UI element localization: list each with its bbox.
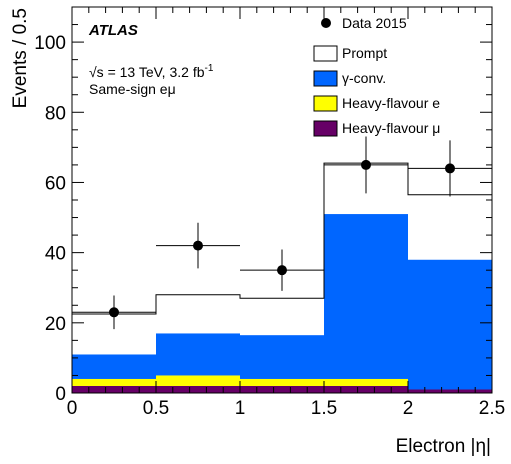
legend: Data 2015 Prompt γ-conv. Heavy-flavour e… bbox=[313, 15, 440, 137]
bar-conv-4 bbox=[408, 259, 492, 390]
y-tick-label-0: 0 bbox=[55, 384, 66, 405]
bar-heavy-flavour-0 bbox=[72, 385, 156, 393]
y-tick-label-5: 100 bbox=[34, 33, 66, 54]
x-tick-label-2: 1 bbox=[235, 398, 246, 419]
energy-exponent: -1 bbox=[205, 63, 214, 74]
legend-swatch-gamma-conv bbox=[313, 70, 338, 87]
legend-swatch-heavy-flavour-e bbox=[313, 95, 338, 112]
x-tick-label-3: 1.5 bbox=[311, 398, 337, 419]
x-tick-label-5: 2.5 bbox=[479, 398, 505, 419]
bar-heavy-flavour-2 bbox=[240, 385, 324, 393]
x-tick-label-0: 0 bbox=[67, 398, 78, 419]
legend-label-prompt: Prompt bbox=[342, 45, 387, 61]
data-point-3 bbox=[361, 159, 371, 170]
bar-conv-2 bbox=[240, 335, 324, 379]
bar-prompt-1 bbox=[156, 294, 240, 334]
data-point-4 bbox=[445, 163, 455, 174]
bar-heavy-flavour-e-1 bbox=[156, 375, 240, 386]
legend-marker-data bbox=[321, 18, 331, 28]
atlas-label: ATLAS bbox=[88, 22, 138, 39]
data-points bbox=[72, 136, 492, 330]
y-tick-label-3: 60 bbox=[45, 173, 66, 194]
legend-label-gamma-conv: γ-conv. bbox=[342, 70, 386, 86]
x-tick-label-1: 0.5 bbox=[143, 398, 169, 419]
data-point-2 bbox=[277, 265, 287, 276]
bar-conv-1 bbox=[156, 333, 240, 376]
bar-heavy-flavour-1 bbox=[156, 385, 240, 393]
bar-heavy-flavour-e-3 bbox=[324, 378, 408, 386]
bar-prompt-4 bbox=[408, 194, 492, 260]
selection-label: Same-sign eμ bbox=[89, 81, 176, 97]
energy-label: √s = 13 TeV, 3.2 fb-1 bbox=[89, 63, 214, 80]
x-tick-label-4: 2 bbox=[403, 398, 414, 419]
y-tick-label-2: 40 bbox=[45, 244, 66, 265]
legend-label-data: Data 2015 bbox=[342, 15, 407, 31]
legend-label-heavy-flavour-e: Heavy-flavour e bbox=[342, 95, 440, 111]
tick-labels: 0 0.5 1 1.5 2 2.5 0 20 40 60 80 100 bbox=[34, 33, 505, 419]
bar-heavy-flavour-e-2 bbox=[240, 378, 324, 386]
legend-label-heavy-flavour-mu: Heavy-flavour μ bbox=[342, 120, 440, 136]
legend-swatch-heavy-flavour-mu bbox=[313, 120, 338, 137]
bar-heavy-flavour-e-0 bbox=[72, 378, 156, 386]
bar-heavy-flavour-4 bbox=[408, 389, 492, 393]
bar-conv-0 bbox=[72, 354, 156, 379]
y-tick-label-1: 20 bbox=[45, 314, 66, 335]
bar-prompt-2 bbox=[240, 298, 324, 336]
y-tick-label-4: 80 bbox=[45, 103, 66, 124]
legend-swatch-prompt bbox=[313, 45, 338, 62]
total-prediction-outline bbox=[71, 162, 493, 393]
data-point-0 bbox=[109, 307, 119, 318]
bar-conv-3 bbox=[324, 214, 408, 379]
x-axis-label: Electron |η| bbox=[396, 436, 491, 457]
bar-heavy-flavour-3 bbox=[324, 385, 408, 393]
stacked-bars bbox=[71, 162, 493, 393]
data-point-1 bbox=[193, 240, 203, 251]
energy-text: √s = 13 TeV, 3.2 fb bbox=[89, 64, 205, 80]
y-axis-label: Events / 0.5 bbox=[10, 8, 31, 108]
axis-ticks bbox=[71, 6, 493, 394]
